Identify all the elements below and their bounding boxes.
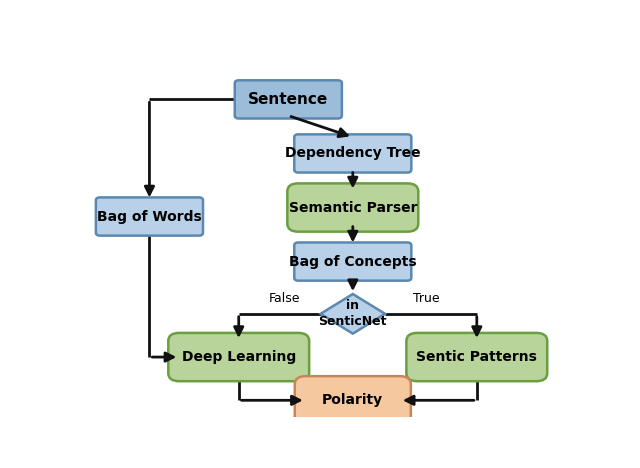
Text: Bag of Words: Bag of Words — [97, 210, 202, 224]
FancyBboxPatch shape — [294, 134, 412, 173]
FancyBboxPatch shape — [287, 183, 419, 232]
FancyBboxPatch shape — [295, 376, 411, 424]
FancyBboxPatch shape — [406, 333, 547, 381]
FancyBboxPatch shape — [96, 197, 203, 235]
Text: Deep Learning: Deep Learning — [182, 350, 296, 364]
FancyBboxPatch shape — [235, 80, 342, 118]
Text: Dependency Tree: Dependency Tree — [285, 146, 420, 161]
Text: True: True — [413, 292, 439, 305]
Text: in
SenticNet: in SenticNet — [319, 300, 387, 329]
FancyBboxPatch shape — [168, 333, 309, 381]
Text: Polarity: Polarity — [322, 393, 383, 407]
FancyBboxPatch shape — [294, 242, 412, 281]
Text: Sentic Patterns: Sentic Patterns — [417, 350, 537, 364]
Text: Semantic Parser: Semantic Parser — [289, 200, 417, 214]
Polygon shape — [321, 294, 385, 334]
Text: False: False — [269, 292, 300, 305]
Text: Sentence: Sentence — [248, 92, 328, 107]
Text: Bag of Concepts: Bag of Concepts — [289, 255, 417, 269]
